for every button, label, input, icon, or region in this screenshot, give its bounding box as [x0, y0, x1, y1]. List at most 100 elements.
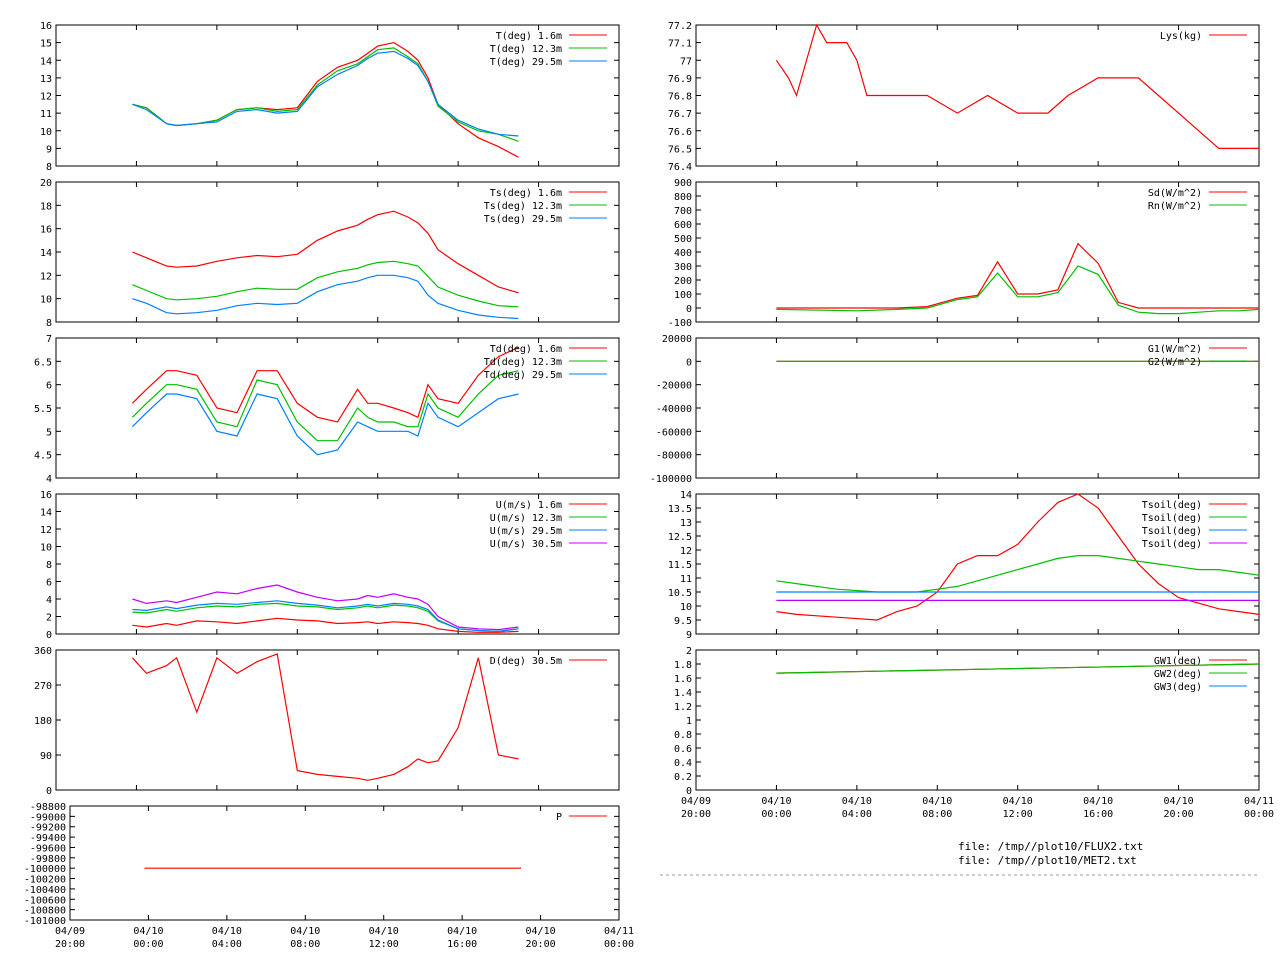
x-tick-label-date: 04/10	[922, 796, 952, 807]
x-tick-label-date: 04/10	[1083, 796, 1113, 807]
y-tick-label: 400	[674, 248, 692, 259]
y-tick-label: 6.5	[34, 357, 52, 368]
x-tick-label-date: 04/10	[447, 926, 477, 937]
y-tick-label: -100000	[24, 864, 66, 875]
y-tick-label: 16	[40, 225, 52, 236]
y-tick-label: 1	[686, 716, 692, 727]
y-tick-label: 11.5	[668, 560, 692, 571]
series-line-1	[776, 554, 1260, 593]
x-tick-label-time: 12:00	[369, 939, 399, 950]
y-tick-label: -40000	[656, 404, 692, 415]
series-line-3	[132, 584, 519, 631]
y-tick-label: 0.2	[674, 772, 692, 783]
y-tick-label: 700	[674, 206, 692, 217]
series-line-0	[775, 23, 1259, 149]
x-tick-label-date: 04/10	[133, 926, 163, 937]
y-tick-label: 76.7	[668, 109, 692, 120]
x-tick-label-time: 20:00	[526, 939, 556, 950]
y-tick-label: 9	[686, 630, 692, 641]
legend-label: G2(W/m^2)	[1148, 357, 1202, 368]
chart-panel-GW: 0 0.2 0.4 0.6 0.8 1 1.2 1.4 1.6 1.8 2 04/09 20:00 04/…	[674, 646, 1274, 820]
chart-panel-D: 0 90 180 270 360 D(deg) 30.5m	[34, 646, 620, 797]
y-tick-label: 14	[680, 490, 692, 501]
x-tick-label-time: 00:00	[1244, 809, 1274, 820]
legend-label: U(m/s) 29.5m	[490, 526, 562, 537]
y-tick-label: 12	[40, 525, 52, 536]
plot-frame	[69, 805, 620, 921]
y-tick-label: 1.4	[674, 688, 692, 699]
series-line-0	[776, 493, 1260, 621]
plot-frame	[695, 24, 1260, 167]
legend-label: D(deg) 30.5m	[490, 656, 562, 667]
y-tick-label: 5.5	[34, 404, 52, 415]
legend-label: Td(deg) 1.6m	[490, 344, 562, 355]
y-tick-label: 90	[40, 751, 52, 762]
y-tick-label: 6	[46, 381, 52, 392]
series-line-1	[776, 265, 1260, 315]
series-line-2	[132, 50, 519, 137]
legend-label: GW2(deg)	[1154, 669, 1202, 680]
legend-label: T(deg) 12.3m	[490, 44, 562, 55]
series-line-0	[132, 210, 519, 294]
y-tick-label: -100200	[24, 875, 66, 886]
series-line-2	[131, 393, 519, 456]
legend-label: P	[556, 812, 562, 823]
y-tick-label: -99600	[30, 843, 66, 854]
chart-panel-Tsoil: 9 9.5 10 10.5 11 11.5 12 12.5 13 13.5 14 Tsoil(deg)…	[668, 490, 1260, 641]
x-tick-label-time: 00:00	[604, 939, 634, 950]
legend-label: Sd(W/m^2)	[1148, 188, 1202, 199]
y-tick-label: 76.5	[668, 144, 692, 155]
chart-panel-U: 0 2 4 6 8 10 12 14 16 U(m/s) 1.6m U(m/s) 12.3m U(m/…	[40, 490, 620, 641]
y-tick-label: 1.2	[674, 702, 692, 713]
y-tick-label: 20000	[662, 334, 692, 345]
series-line-1	[776, 663, 1260, 674]
y-tick-label: -99000	[30, 812, 66, 823]
y-tick-label: 12.5	[668, 532, 692, 543]
series-line-2	[132, 274, 519, 320]
y-tick-label: 76.4	[668, 162, 692, 173]
y-tick-label: 8	[46, 560, 52, 571]
y-tick-label: 18	[40, 201, 52, 212]
plot-frame	[55, 649, 620, 791]
y-tick-label: 76.6	[668, 127, 692, 138]
y-tick-label: 2	[686, 646, 692, 657]
legend-label: GW3(deg)	[1154, 682, 1202, 693]
y-tick-label: 180	[34, 716, 52, 727]
legend-label: T(deg) 29.5m	[490, 57, 562, 68]
y-tick-label: -100000	[650, 474, 692, 485]
y-tick-label: 10	[40, 127, 52, 138]
y-tick-label: 8	[46, 318, 52, 329]
chart-panel-T: 8 9 10 11 12 13 14 15 16 T(deg) 1.6m T(deg) 12.3m T…	[40, 21, 620, 173]
x-tick-label-time: 20:00	[55, 939, 85, 950]
legend-label: Ts(deg) 29.5m	[484, 214, 562, 225]
legend-label: G1(W/m^2)	[1148, 344, 1202, 355]
y-tick-label: 500	[674, 234, 692, 245]
chart-panel-Ts: 8 10 12 14 16 18 20 Ts(deg) 1.6m Ts(deg) 12.3m Ts…	[40, 178, 620, 329]
legend-label: Tsoil(deg)	[1142, 500, 1202, 511]
series-line-1	[131, 370, 519, 442]
legend-label: U(m/s) 30.5m	[490, 539, 562, 550]
x-tick-label-time: 20:00	[1164, 809, 1194, 820]
y-tick-label: 0	[686, 786, 692, 797]
x-tick-label-date: 04/09	[55, 926, 85, 937]
y-tick-label: 800	[674, 192, 692, 203]
file-label-flux: file: /tmp//plot10/FLUX2.txt	[958, 840, 1144, 853]
y-tick-label: 13	[680, 518, 692, 529]
series-line-0	[131, 346, 519, 423]
y-tick-label: 6	[46, 578, 52, 589]
file-label-met: file: /tmp//plot10/MET2.txt	[958, 854, 1137, 867]
y-tick-label: 7	[46, 334, 52, 345]
y-tick-label: 14	[40, 508, 52, 519]
y-tick-label: 300	[674, 262, 692, 273]
y-tick-label: 100	[674, 290, 692, 301]
y-tick-label: 10	[680, 602, 692, 613]
legend-label: Rn(W/m^2)	[1148, 201, 1202, 212]
legend-label: T(deg) 1.6m	[496, 31, 562, 42]
y-tick-label: 16	[40, 490, 52, 501]
series-line-1	[132, 47, 519, 142]
y-tick-label: 76.9	[668, 74, 692, 85]
y-tick-label: -101000	[24, 916, 66, 927]
y-tick-label: 77	[680, 56, 692, 67]
x-tick-label-time: 00:00	[761, 809, 791, 820]
y-tick-label: 11	[40, 109, 52, 120]
